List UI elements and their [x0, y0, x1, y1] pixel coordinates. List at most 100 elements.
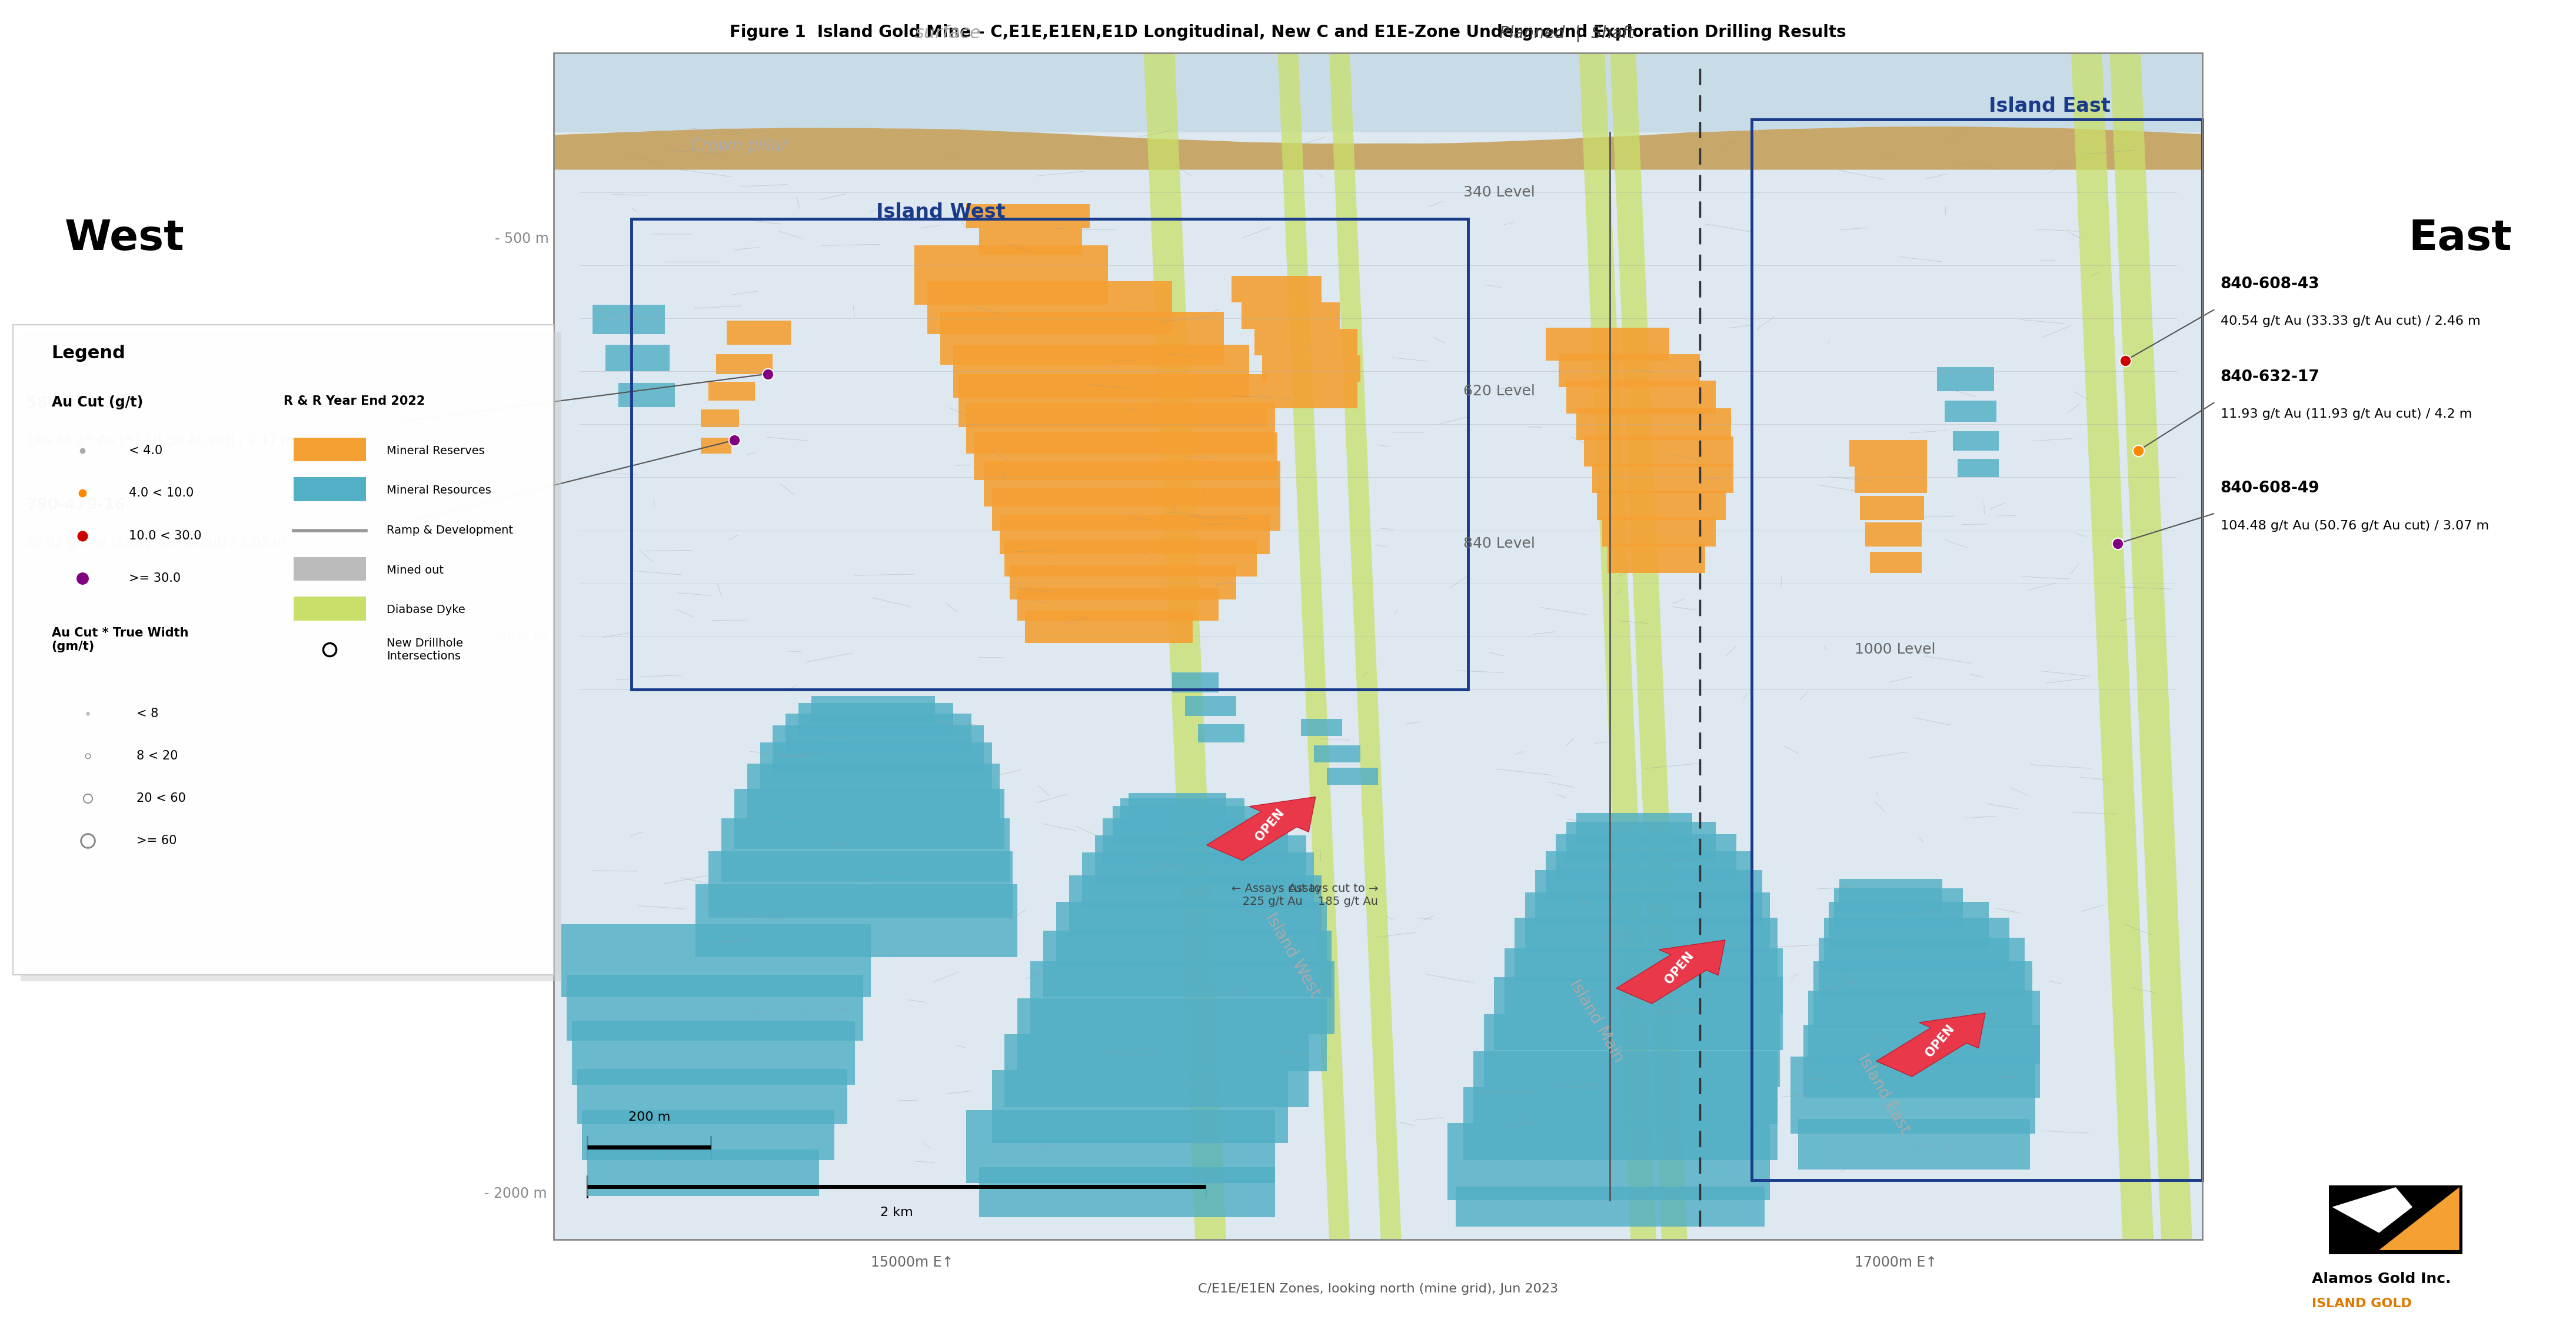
FancyBboxPatch shape	[13, 325, 554, 975]
Text: Au Cut (g/t): Au Cut (g/t)	[52, 395, 142, 410]
Bar	[701, 438, 732, 453]
Bar	[760, 743, 992, 793]
Text: 1000 Level: 1000 Level	[1855, 643, 1935, 656]
Bar	[999, 514, 1270, 554]
Bar	[1556, 834, 1736, 880]
Bar	[914, 245, 1108, 305]
Bar	[1198, 724, 1244, 743]
Text: 146.33 g/t Au (37.19 g/t Au cut) / 2.17 m: 146.33 g/t Au (37.19 g/t Au cut) / 2.17 …	[26, 435, 294, 447]
Text: Au Cut * True Width
(gm/t): Au Cut * True Width (gm/t)	[52, 627, 188, 652]
Text: < 4.0: < 4.0	[129, 446, 162, 456]
Text: 840-632-17: 840-632-17	[2221, 369, 2321, 385]
Text: < 8: < 8	[137, 708, 160, 719]
Text: OPEN: OPEN	[1924, 1022, 1955, 1059]
Bar	[294, 597, 366, 621]
FancyArrow shape	[1875, 1013, 1986, 1077]
Text: >= 30.0: >= 30.0	[129, 573, 180, 583]
Text: Legend: Legend	[52, 345, 126, 362]
Text: C/E1E/E1EN Zones, looking north (mine grid), Jun 2023: C/E1E/E1EN Zones, looking north (mine gr…	[1198, 1284, 1558, 1294]
Bar	[1597, 491, 1726, 520]
Bar	[773, 725, 984, 772]
Bar	[554, 53, 2202, 1240]
Bar	[1030, 961, 1334, 1034]
Bar	[1577, 813, 1692, 846]
Bar	[1855, 467, 1927, 493]
Bar	[1839, 879, 1942, 912]
Text: 2 km: 2 km	[881, 1207, 912, 1219]
Text: 10.0 < 30.0: 10.0 < 30.0	[129, 530, 201, 541]
Text: 200 m: 200 m	[629, 1111, 670, 1123]
Bar	[631, 219, 1468, 690]
Bar	[1829, 902, 1989, 948]
Bar	[786, 713, 971, 753]
Bar	[1018, 587, 1218, 621]
Bar	[1814, 961, 2032, 1028]
Bar	[1301, 719, 1342, 736]
Bar	[294, 557, 366, 581]
Text: Assays cut to →
185 g/t Au: Assays cut to → 185 g/t Au	[1288, 883, 1378, 907]
Bar	[1473, 1052, 1777, 1124]
Bar	[1592, 464, 1734, 493]
Text: 11.93 g/t Au (11.93 g/t Au cut) / 4.2 m: 11.93 g/t Au (11.93 g/t Au cut) / 4.2 m	[2221, 408, 2473, 420]
Bar	[1267, 382, 1358, 408]
Bar	[1455, 1187, 1765, 1227]
Bar	[1515, 918, 1777, 981]
Bar	[940, 312, 1224, 365]
Text: 38.92 g/t Au (38.92 g/t Au cut) / 2.05 m: 38.92 g/t Au (38.92 g/t Au cut) / 2.05 m	[26, 537, 286, 549]
Bar	[1546, 328, 1669, 361]
Text: 15000m E↑: 15000m E↑	[871, 1256, 953, 1269]
Text: 580-473-22: 580-473-22	[26, 395, 126, 411]
Bar	[1103, 818, 1288, 865]
Bar	[1172, 672, 1218, 692]
Text: 17000m E↑: 17000m E↑	[1855, 1256, 1937, 1269]
Text: 40.54 g/t Au (33.33 g/t Au cut) / 2.46 m: 40.54 g/t Au (33.33 g/t Au cut) / 2.46 m	[2221, 316, 2481, 328]
Bar	[984, 461, 1280, 507]
Bar	[1945, 400, 1996, 422]
Bar	[696, 884, 1018, 957]
Bar	[1566, 822, 1716, 862]
Bar	[966, 403, 1275, 453]
Bar	[1504, 948, 1783, 1014]
Bar	[992, 488, 1280, 530]
Bar	[1314, 745, 1360, 762]
Bar	[567, 975, 863, 1041]
Text: New Drillhole
Intersections: New Drillhole Intersections	[386, 638, 464, 662]
Bar	[974, 432, 1278, 480]
Bar	[1577, 408, 1731, 440]
Bar	[1819, 937, 2025, 997]
Text: Alamos Gold Inc.: Alamos Gold Inc.	[2313, 1272, 2452, 1286]
Bar	[1808, 991, 2040, 1063]
Polygon shape	[2071, 53, 2154, 1240]
Text: 790-479-16: 790-479-16	[26, 497, 126, 513]
Text: Diabase Dyke: Diabase Dyke	[386, 605, 466, 615]
Bar	[1525, 892, 1770, 952]
Text: Mined out: Mined out	[386, 565, 443, 575]
Bar	[927, 281, 1172, 334]
Bar	[582, 1110, 835, 1160]
Bar	[811, 696, 935, 723]
Text: ISLAND GOLD: ISLAND GOLD	[2313, 1297, 2411, 1309]
Bar	[1185, 696, 1236, 716]
Bar	[1255, 329, 1358, 355]
Bar	[958, 374, 1267, 427]
Bar	[1824, 918, 2009, 971]
Text: OPEN: OPEN	[1664, 949, 1695, 987]
Bar	[966, 204, 1090, 228]
Bar	[1798, 1119, 2030, 1170]
Text: West: West	[64, 219, 185, 259]
Bar	[1113, 806, 1267, 846]
Text: 20 < 60: 20 < 60	[137, 793, 185, 804]
Bar	[1937, 367, 1994, 391]
Bar	[1584, 436, 1734, 467]
Bar	[294, 438, 366, 461]
Bar	[554, 53, 2202, 133]
Bar	[716, 354, 773, 374]
Bar	[979, 228, 1082, 255]
Polygon shape	[1610, 53, 1687, 1240]
Bar	[1082, 853, 1314, 908]
Bar	[618, 383, 675, 407]
Bar	[1494, 977, 1783, 1050]
Bar	[1865, 522, 1922, 546]
Bar	[708, 382, 755, 400]
Bar	[1327, 768, 1378, 785]
